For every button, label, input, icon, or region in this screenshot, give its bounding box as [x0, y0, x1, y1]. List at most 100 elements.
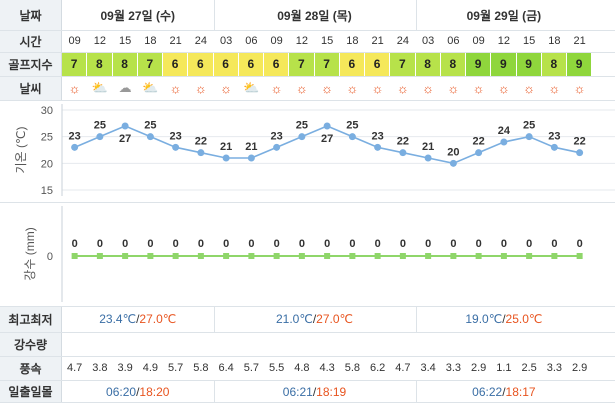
rain-data-label: 0 [223, 238, 229, 250]
rain-data-label: 0 [299, 238, 305, 250]
golf-index-cell: 6 [264, 52, 290, 76]
wind-cells: 4.7 3.8 3.9 4.9 5.7 5.8 6.4 5.7 5.5 4.8 4.3 5.8 6.2 4… [62, 356, 615, 380]
time-cell: 03 [422, 35, 435, 47]
row-divider [0, 356, 615, 357]
day-divider [415, 306, 417, 332]
wind-cell: 3.8 [92, 362, 108, 374]
date-label: 날짜 [0, 0, 62, 30]
time-cell: 24 [396, 35, 409, 47]
sun-icon: ☼ [447, 80, 460, 96]
temperature-data-label: 25 [94, 120, 106, 132]
weather-row: 날씨 ☼ ⛅ ☁ ⛅ ☼ ☼ ☼ ⛅ ☼ ☼ ☼ ☼ ☼ ☼ ☼ ☼ ☼ ☼ ☼ ☼ ☼ [0, 76, 615, 100]
wind-cell: 5.8 [344, 362, 361, 374]
temperature-data-label: 23 [271, 130, 283, 142]
sun-label: 일출일몰 [0, 380, 62, 403]
y-tick-label: 15 [41, 185, 53, 197]
time-cells: 09 12 15 18 21 24 03 06 09 12 15 18 21 24 03 06 09 12 15 18… [62, 30, 615, 52]
rain-point [172, 253, 179, 259]
max-temp: 27.0℃ [316, 312, 354, 326]
time-cell: 15 [523, 35, 536, 47]
row-divider [0, 76, 615, 77]
time-cell: 24 [194, 35, 207, 47]
y-tick-label: 30 [41, 105, 53, 117]
temperature-data-label: 22 [574, 136, 586, 148]
golf-index-cell: 6 [163, 52, 189, 76]
sun-icon: ☼ [270, 80, 283, 96]
time-cell: 18 [346, 35, 359, 47]
rain-point [223, 253, 230, 259]
time-cell: 15 [119, 35, 132, 47]
sun-icon: ☼ [194, 80, 207, 96]
wind-cell: 5.8 [193, 362, 209, 374]
temperature-point [576, 149, 584, 157]
rain-label: 강수량 [0, 332, 62, 356]
rain-data-label: 0 [476, 238, 482, 250]
minmax-row: 최고최저 23.4℃/27.0℃ 21.0℃/27.0℃ 19.0℃/25.0℃ [0, 306, 615, 332]
sunrise-sunset-cell: 06:21/18:19 [214, 380, 416, 403]
wind-cell: 5.7 [167, 362, 184, 374]
temperature-data-label: 25 [346, 120, 358, 132]
partly-cloudy-icon: ⛅ [142, 80, 159, 95]
temperature-data-label: 22 [397, 136, 409, 148]
time-cell: 09 [270, 35, 283, 47]
max-temp: 27.0℃ [139, 312, 177, 326]
rain-data-label: 0 [425, 238, 431, 250]
minmax-cell: 21.0℃/27.0℃ [214, 306, 416, 332]
rain-point [425, 253, 432, 259]
rain-point [248, 253, 255, 259]
rain-chart-svg: 강수 (mm) 0 0 0 0 0 0 0 0 0 0 0 0 0 0 0 0 0 0 0 0 0 0 [23, 206, 583, 302]
sun-icon: ☼ [371, 80, 384, 96]
temperature-data-label: 27 [119, 133, 131, 145]
wind-cell: 3.4 [420, 362, 436, 374]
wind-cell: 3.3 [445, 362, 462, 374]
rain-data-label: 0 [501, 238, 507, 250]
sunset-time: 18:19 [316, 384, 347, 399]
temperature-data-label: 22 [195, 136, 207, 148]
sun-icon: ☼ [523, 80, 536, 96]
wind-cell: 5.7 [243, 362, 260, 374]
temperature-point [222, 154, 230, 162]
temperature-point [121, 122, 129, 130]
rain-chart: 강수 (mm) 0 0 0 0 0 0 0 0 0 0 0 0 0 0 0 0 0 0 0 0 0 0 [0, 202, 615, 306]
temperature-point [525, 133, 533, 141]
rain-point [475, 253, 482, 259]
partly-cloudy-icon: ⛅ [243, 80, 260, 95]
temperature-data-label: 27 [321, 133, 333, 145]
golf-index-cell: 7 [137, 52, 163, 76]
time-cell: 06 [245, 35, 258, 47]
sun-row: 일출일몰 06:20/18:20 06:21/18:19 06:22/18:17 [0, 380, 615, 403]
golf-index-cell: 9 [567, 52, 593, 76]
rain-data-label: 0 [375, 238, 381, 250]
golf-index-cell: 9 [491, 52, 517, 76]
row-divider [0, 30, 615, 31]
temperature-data-label: 22 [473, 136, 485, 148]
golf-label: 골프지수 [0, 52, 62, 76]
sunset-time: 18:20 [139, 384, 170, 399]
rain-point [450, 253, 457, 259]
row-divider [0, 380, 615, 381]
temperature-chart: 기온 (℃) 15 20 25 30 23 25 27 25 23 22 21 21 23 25 27 25 23… [0, 100, 615, 202]
wind-label: 풍속 [0, 356, 62, 380]
row-divider [0, 332, 615, 333]
temperature-data-label: 25 [296, 120, 308, 132]
temperature-point [172, 143, 180, 151]
temperature-data-label: 21 [422, 141, 434, 153]
temperature-point [475, 149, 483, 157]
row-divider [0, 100, 615, 101]
row-divider [0, 52, 615, 53]
temperature-point [247, 154, 255, 162]
wind-cell: 3.9 [117, 362, 133, 374]
temperature-point [449, 159, 457, 167]
rain-data-label: 0 [97, 238, 103, 250]
wind-cell: 2.9 [470, 362, 487, 374]
rain-point [576, 253, 583, 259]
golf-index-cell: 7 [289, 52, 315, 76]
date-cells: 09월 27일 (수) 09월 28일 (목) 09월 29일 (금) [62, 0, 615, 30]
wind-cell: 2.9 [571, 362, 588, 374]
temperature-point [550, 143, 558, 151]
day-divider [213, 0, 215, 30]
rain-data-label: 0 [122, 238, 128, 250]
golf-index-cell: 7 [390, 52, 416, 76]
sun-icon: ☼ [497, 80, 510, 96]
